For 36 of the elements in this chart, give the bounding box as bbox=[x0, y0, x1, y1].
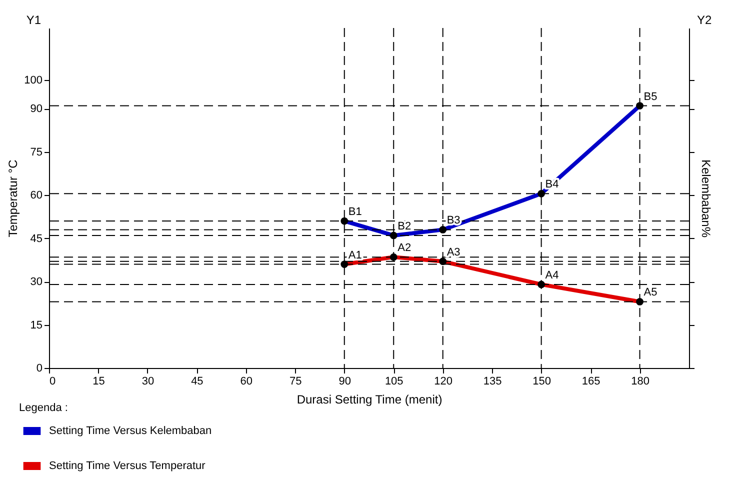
y-tick-label: 90 bbox=[30, 103, 42, 116]
y-tick-label: 100 bbox=[24, 74, 42, 86]
y-axis-title: Temperatur °C bbox=[6, 159, 20, 238]
annotation: A2 bbox=[398, 242, 412, 254]
x-tick-label: 105 bbox=[384, 376, 404, 388]
text: Y2 bbox=[697, 13, 712, 27]
x-tick-label: 15 bbox=[92, 376, 105, 388]
legend-label: Setting Time Versus Kelembaban bbox=[49, 425, 212, 437]
x-axis-title: Durasi Setting Time (menit) bbox=[296, 392, 442, 406]
annotation: B1 bbox=[348, 206, 362, 218]
x-tick-label: 0 bbox=[50, 376, 56, 388]
y-tick-label: 30 bbox=[30, 276, 42, 288]
annotation: B5 bbox=[644, 90, 658, 103]
y-tick-label: 15 bbox=[30, 319, 42, 332]
x-tick-label: 165 bbox=[582, 376, 600, 388]
annotation: B2 bbox=[398, 220, 412, 232]
legend-label: Setting Time Versus Temperatur bbox=[49, 460, 206, 472]
text: Y1 bbox=[26, 13, 42, 27]
legend-title: Legenda : bbox=[19, 402, 68, 414]
y-tick-label: 60 bbox=[30, 190, 42, 202]
x-tick-label: 150 bbox=[532, 376, 551, 388]
annotation: A4 bbox=[545, 269, 559, 282]
x-tick-label: 90 bbox=[338, 376, 352, 388]
x-tick-label: 75 bbox=[290, 376, 302, 388]
annotation: A3 bbox=[446, 246, 460, 258]
y-tick-label: 45 bbox=[30, 232, 42, 245]
x-tick-label: 135 bbox=[483, 376, 502, 388]
x-tick-label: 180 bbox=[631, 376, 650, 388]
y-tick-label: 0 bbox=[36, 362, 42, 374]
annotation: A5 bbox=[644, 286, 658, 299]
x-tick-label: 30 bbox=[142, 376, 154, 388]
y2-axis-title: Kelembaban% bbox=[699, 159, 713, 238]
x-tick-label: 120 bbox=[434, 376, 453, 388]
y-tick-label: 75 bbox=[30, 146, 42, 158]
x-tick-label: 45 bbox=[191, 376, 204, 388]
x-tick-label: 60 bbox=[240, 376, 253, 388]
